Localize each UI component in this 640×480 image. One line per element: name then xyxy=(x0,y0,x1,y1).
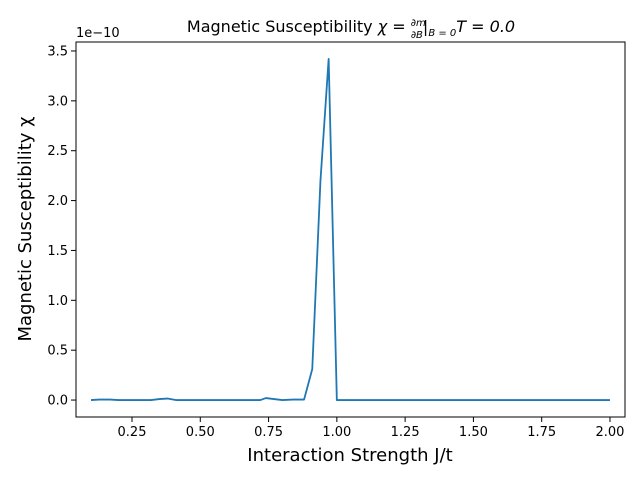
plot-area-frame xyxy=(75,41,626,418)
y-tick-label: 1.5 xyxy=(47,244,68,259)
title-subscript: B = 0 xyxy=(428,28,456,39)
title-eq: = xyxy=(387,17,411,36)
y-tick-label: 0.5 xyxy=(47,344,68,359)
x-tick-label: 0.25 xyxy=(118,425,147,440)
x-tick-label: 2.00 xyxy=(596,425,625,440)
x-axis-label: Interaction Strength J/t xyxy=(247,445,452,466)
x-axis-ticks: 0.25 0.50 0.75 1.00 1.25 1.50 1.75 2.00 xyxy=(118,417,625,440)
x-tick-label: 1.75 xyxy=(527,425,556,440)
title-fraction-denominator: ∂B xyxy=(411,30,423,41)
y-tick-label: 0.0 xyxy=(47,394,68,409)
x-tick-label: 0.75 xyxy=(254,425,283,440)
x-tick-label: 1.00 xyxy=(322,425,351,440)
x-tick-label: 0.50 xyxy=(186,425,215,440)
title-chi: χ xyxy=(377,17,388,36)
y-axis-ticks: 0.0 0.5 1.0 1.5 2.0 2.5 3.0 3.5 xyxy=(47,44,76,409)
title-bar: | xyxy=(423,17,428,36)
title-suffix: T = 0.0 xyxy=(456,17,515,36)
title-fraction-numerator: ∂m xyxy=(411,18,426,29)
y-tick-label: 1.0 xyxy=(47,294,68,309)
y-offset-label: 1e−10 xyxy=(76,26,120,41)
y-tick-label: 3.0 xyxy=(47,94,68,109)
x-tick-label: 1.25 xyxy=(391,425,420,440)
y-tick-label: 2.0 xyxy=(47,194,68,209)
chart-title: Magnetic Susceptibility χ = ∂m. ∂B|B = 0T… xyxy=(187,17,515,41)
y-tick-label: 2.5 xyxy=(47,144,68,159)
susceptibility-series-line xyxy=(90,58,610,401)
x-tick-label: 1.50 xyxy=(459,425,488,440)
y-tick-label: 3.5 xyxy=(47,44,68,59)
title-prefix: Magnetic Susceptibility xyxy=(187,17,378,36)
chart-title-text: Magnetic Susceptibility χ = ∂m. ∂B|B = 0T… xyxy=(187,17,515,41)
y-axis-label: Magnetic Susceptibility χ xyxy=(15,116,36,341)
